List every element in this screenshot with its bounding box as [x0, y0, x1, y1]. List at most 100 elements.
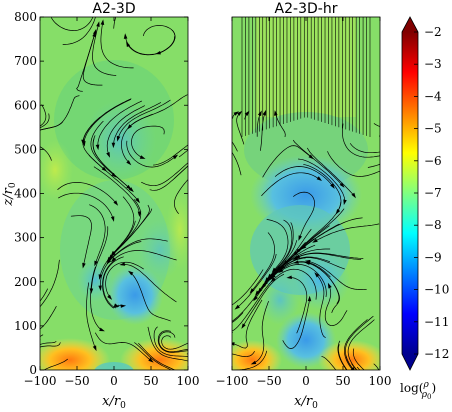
streamline — [356, 366, 361, 370]
colorbar: −2 −3 −4 −5 −6 −7 −8 −9 −10 −11 −12 log(ρ ρ0) — [400, 16, 449, 401]
streamline-arrow — [381, 154, 387, 158]
streamline — [298, 158, 345, 203]
streamline-arrow — [95, 144, 100, 151]
streamline-arrow — [308, 154, 314, 160]
panel-left-field — [33, 17, 196, 370]
streamline — [70, 215, 92, 266]
x-tick-label: 100 — [177, 374, 200, 388]
streamline-arrow — [381, 135, 387, 139]
streamline — [90, 266, 103, 331]
streamline — [321, 355, 337, 370]
streamline-arrow — [271, 267, 277, 273]
streamline-arrow — [128, 187, 134, 193]
streamline — [40, 342, 41, 343]
streamline-arrow — [270, 274, 276, 280]
streamline-arrow — [343, 199, 347, 206]
streamline — [127, 29, 176, 56]
streamline — [344, 319, 368, 370]
streamline — [92, 138, 132, 191]
streamline-arrow — [188, 347, 193, 351]
streamline — [40, 259, 60, 308]
x-tick-label: 0 — [302, 374, 310, 388]
streamline-arrow — [189, 173, 194, 178]
streamline-arrow — [298, 235, 302, 241]
streamline — [253, 300, 270, 364]
streamline-arrow — [232, 342, 235, 346]
streamline-arrow — [34, 303, 39, 308]
streamline-arrow — [189, 355, 195, 359]
streamline — [324, 285, 348, 326]
streamline-arrow — [307, 295, 312, 302]
streamline-arrow — [381, 162, 387, 166]
streamline-arrow — [33, 346, 39, 350]
streamline — [267, 228, 312, 281]
streamline-arrow — [226, 322, 232, 326]
streamline-arrow — [257, 110, 262, 117]
colorbar-label: log(ρ ρ0) — [400, 380, 436, 401]
streamline-arrow — [189, 158, 194, 163]
streamline-arrow — [128, 270, 134, 276]
streamline-arrow — [92, 345, 97, 352]
streamline — [373, 123, 380, 127]
streamline — [88, 154, 139, 202]
streamline-arrow — [135, 197, 140, 204]
streamline-arrow — [249, 288, 255, 294]
streamline-arrow — [113, 303, 120, 307]
streamline-arrow — [241, 323, 246, 329]
x-tick-label: 50 — [335, 374, 350, 388]
streamline — [153, 144, 188, 166]
streamline-arrow — [226, 135, 231, 140]
streamline-arrow — [189, 352, 195, 356]
streamline — [58, 192, 114, 220]
streamline-arrow — [190, 349, 196, 353]
streamline-arrow — [292, 255, 299, 260]
streamline — [292, 139, 343, 186]
streamline-arrow — [353, 371, 358, 376]
streamline-arrow — [380, 150, 386, 154]
colorbar-tick-label: −11 — [424, 315, 449, 329]
streamline — [94, 332, 152, 362]
streamline-arrow — [189, 145, 194, 150]
x-tick-label: −100 — [216, 374, 249, 388]
streamline — [232, 350, 268, 370]
streamline-arrow — [312, 238, 318, 243]
streamline-arrow — [110, 257, 117, 263]
streamline-arrow — [189, 140, 194, 145]
streamline — [147, 326, 188, 362]
streamline-arrow — [330, 183, 335, 189]
streamline-arrow — [106, 259, 112, 265]
streamline — [100, 22, 134, 69]
streamline — [90, 120, 115, 176]
streamline-arrow — [314, 272, 320, 278]
streamline-arrow — [33, 129, 39, 132]
panel-left-streamlines — [33, 17, 196, 370]
streamline — [138, 343, 176, 370]
streamline-arrow — [225, 369, 231, 372]
streamline-arrow — [82, 262, 86, 269]
x-tick-label: −50 — [256, 374, 281, 388]
streamline-arrow — [172, 154, 179, 160]
streamline-arrow — [113, 200, 119, 206]
streamline — [266, 219, 289, 271]
streamline — [105, 261, 144, 298]
streamline — [112, 198, 142, 256]
streamline — [367, 163, 380, 168]
streamline — [352, 348, 365, 370]
streamline-arrow — [226, 145, 231, 150]
streamline-arrow — [253, 295, 258, 302]
streamline — [97, 100, 142, 148]
streamline — [232, 151, 242, 176]
streamline-arrow — [123, 33, 128, 39]
y-tick-label: 0 — [29, 363, 37, 377]
streamline-arrow — [98, 274, 103, 280]
streamline — [296, 261, 340, 304]
streamline — [337, 340, 347, 370]
streamline — [272, 268, 317, 300]
x-tick-label: −50 — [64, 374, 89, 388]
colorbar-tick-label: −9 — [424, 250, 442, 264]
x-tick-label: 0 — [110, 374, 118, 388]
streamline — [121, 113, 153, 164]
streamline-arrow — [358, 372, 363, 377]
streamline-arrow — [189, 160, 194, 165]
streamline-arrow — [111, 172, 117, 178]
